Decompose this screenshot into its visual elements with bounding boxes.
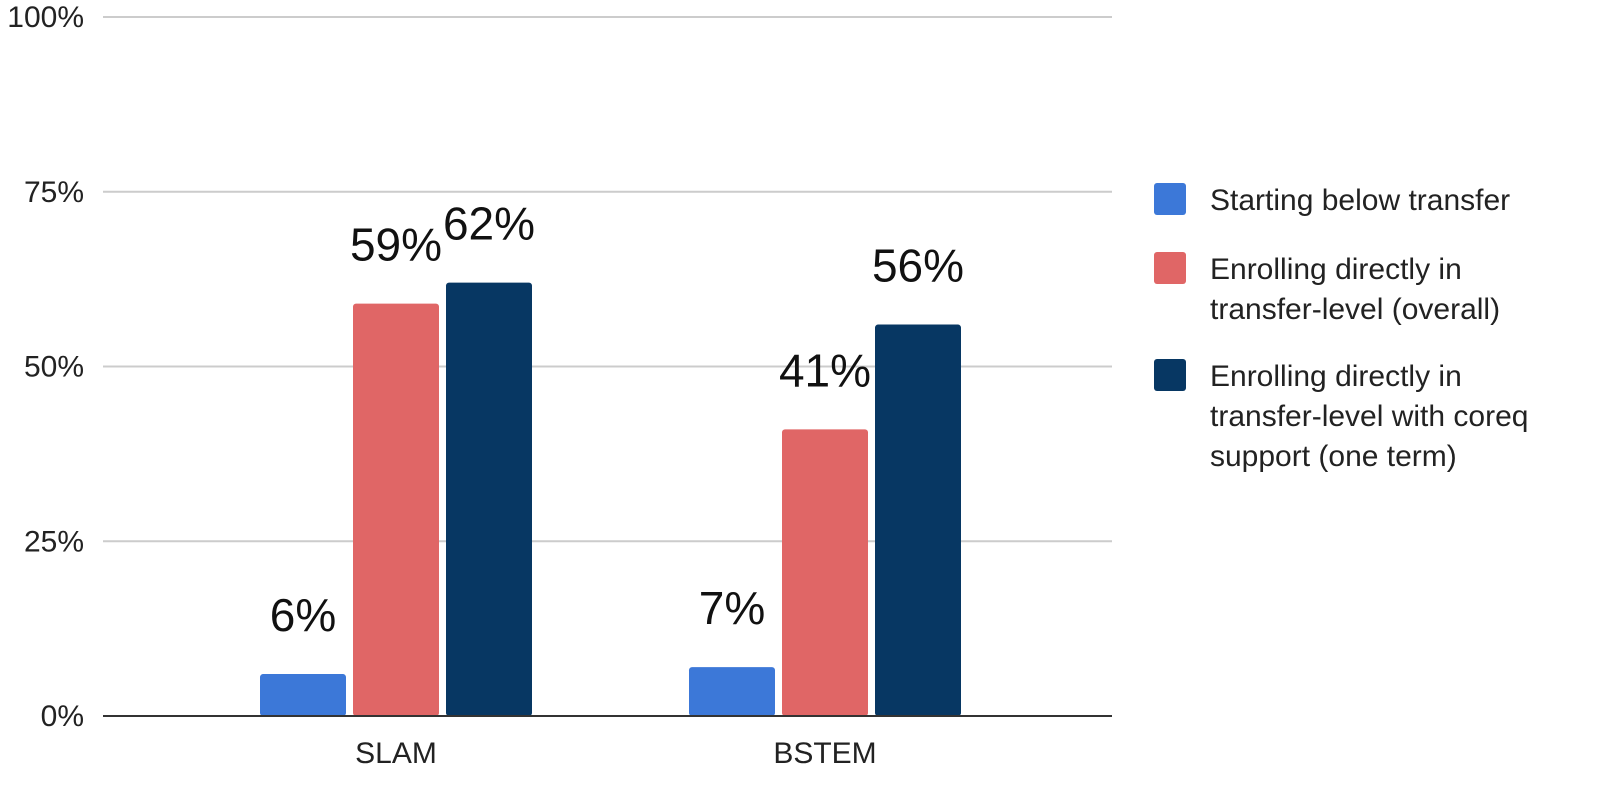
bar bbox=[689, 667, 775, 716]
x-tick-label: BSTEM bbox=[773, 737, 876, 770]
legend-label: support (one term) bbox=[1210, 440, 1457, 473]
y-tick-label: 0% bbox=[41, 700, 84, 733]
bar bbox=[875, 324, 961, 716]
bars bbox=[260, 282, 961, 716]
legend-label: Enrolling directly in bbox=[1210, 360, 1462, 393]
data-label: 7% bbox=[699, 582, 765, 634]
data-label: 59% bbox=[350, 219, 442, 271]
legend-label: transfer-level with coreq bbox=[1210, 400, 1528, 433]
y-tick-label: 100% bbox=[7, 1, 84, 34]
y-tick-label: 25% bbox=[24, 525, 84, 558]
data-labels: 6% 59% 62% 7% 41%56% bbox=[270, 198, 964, 641]
data-label: 62% bbox=[443, 198, 535, 250]
bar bbox=[353, 303, 439, 716]
y-tick-label: 75% bbox=[24, 176, 84, 209]
data-label: 56% bbox=[872, 240, 964, 292]
legend-label: transfer-level (overall) bbox=[1210, 293, 1500, 326]
data-label: 6% bbox=[270, 589, 336, 641]
bar bbox=[446, 282, 532, 716]
legend-swatch bbox=[1154, 183, 1186, 215]
legend-swatch bbox=[1154, 359, 1186, 391]
y-tick-label: 50% bbox=[24, 351, 84, 384]
bar bbox=[260, 674, 346, 716]
legend-label: Enrolling directly in bbox=[1210, 253, 1462, 286]
y-axis-tick-labels: 0% 25% 50% 75% 100% bbox=[7, 1, 84, 733]
x-axis-category-labels: SLAM BSTEM bbox=[355, 737, 877, 770]
legend: Starting below transfer Enrolling directl… bbox=[1154, 183, 1528, 473]
data-label: 41% bbox=[779, 344, 871, 396]
legend-label: Starting below transfer bbox=[1210, 184, 1510, 217]
bar bbox=[782, 429, 868, 716]
legend-swatch bbox=[1154, 252, 1186, 284]
x-tick-label: SLAM bbox=[355, 737, 437, 770]
